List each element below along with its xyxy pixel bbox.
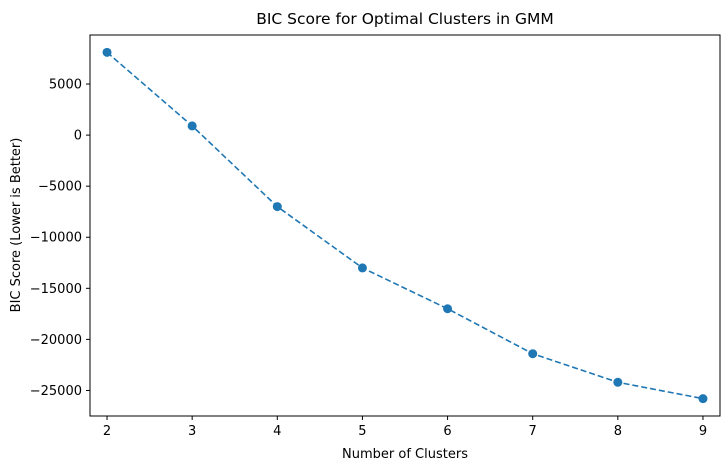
- x-tick-label: 5: [358, 424, 366, 439]
- x-tick-label: 4: [273, 424, 281, 439]
- x-tick-label: 3: [188, 424, 196, 439]
- data-point: [698, 394, 708, 404]
- plot-frame: [89, 34, 721, 417]
- data-point: [443, 304, 453, 314]
- y-tick-label: −25000: [30, 384, 82, 399]
- y-axis-label: BIC Score (Lower is Better): [9, 138, 24, 313]
- x-tick-label: 7: [529, 424, 537, 439]
- data-point: [272, 202, 282, 212]
- data-point: [357, 263, 367, 273]
- y-tick-label: −20000: [30, 333, 82, 348]
- y-tick-label: −15000: [30, 282, 82, 297]
- chart-title: BIC Score for Optimal Clusters in GMM: [256, 10, 554, 28]
- y-tick-label: −10000: [30, 231, 82, 246]
- data-point: [613, 377, 623, 387]
- plot-area: 2 3 4 5 6 7 8 9 5000 0 −5000 −10000 −15000 −20000 −250…: [30, 34, 721, 439]
- x-axis-label: Number of Clusters: [342, 447, 468, 462]
- y-tick-label: 5000: [49, 78, 82, 93]
- x-tick-label: 9: [699, 424, 707, 439]
- data-point: [102, 47, 112, 57]
- x-tick-label: 6: [443, 424, 451, 439]
- data-point: [528, 349, 538, 359]
- y-tick-label: 0: [74, 129, 82, 144]
- x-tick-label: 2: [103, 424, 111, 439]
- x-tick-label: 8: [614, 424, 622, 439]
- series-line: [106, 51, 704, 400]
- y-tick-label: −5000: [38, 180, 82, 195]
- data-point: [187, 121, 197, 131]
